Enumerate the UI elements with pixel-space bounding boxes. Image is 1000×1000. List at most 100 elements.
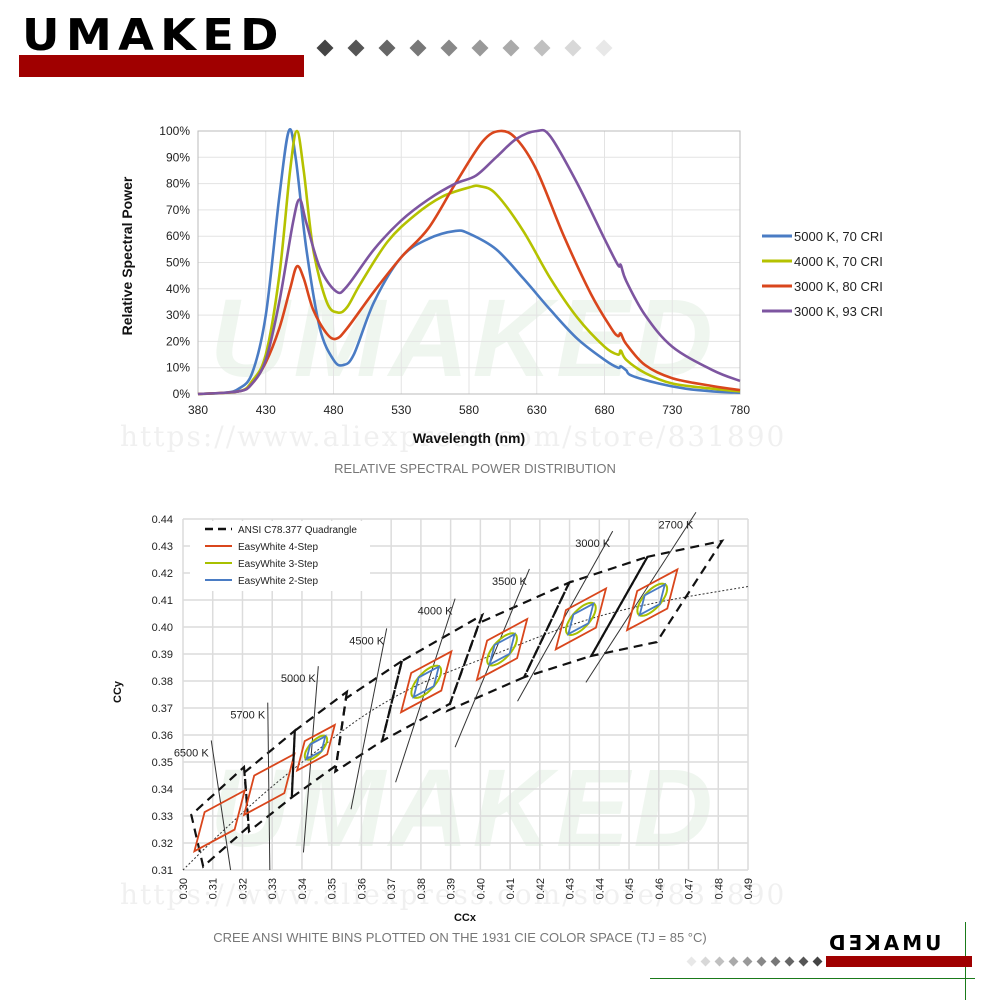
- cie-xtick-label: 0.32: [237, 878, 249, 899]
- easywhite-2step-bin: [412, 664, 441, 699]
- footer-logo-mirrored: UMAKED: [826, 931, 942, 955]
- spd-caption: RELATIVE SPECTRAL POWER DISTRIBUTION: [334, 461, 616, 476]
- cct-label: 4000 K: [418, 606, 454, 618]
- spd-xtick-label: 480: [323, 403, 343, 417]
- cie-xtick-label: 0.48: [713, 878, 725, 899]
- spd-xtick-label: 780: [730, 403, 750, 417]
- cct-line: [267, 702, 271, 871]
- cie-ytick-label: 0.35: [152, 757, 173, 769]
- spd-ytick-label: 100%: [159, 124, 190, 138]
- cct-label: 4500 K: [349, 635, 385, 647]
- easywhite-4step-bin: [193, 788, 247, 853]
- cie-xtick-label: 0.33: [267, 878, 279, 899]
- spd-legend-label: 3000 K, 93 CRI: [794, 304, 883, 319]
- spd-series-line: [197, 129, 741, 396]
- cie-xtick-label: 0.35: [327, 878, 339, 899]
- cie-ytick-label: 0.32: [152, 838, 173, 850]
- ansi-quadrangle: [190, 764, 250, 869]
- spd-ytick-label: 10%: [166, 361, 190, 375]
- cie-ytick-label: 0.44: [152, 514, 173, 526]
- spd-series-line: [197, 129, 741, 396]
- cie-ytick-label: 0.41: [152, 595, 173, 607]
- cie-y-axis-label: CCy: [112, 680, 124, 703]
- spd-xtick-label: 430: [256, 403, 276, 417]
- cie-xtick-label: 0.38: [416, 878, 428, 899]
- cct-line: [350, 628, 388, 810]
- cct-label: 2700 K: [659, 519, 695, 531]
- cie-ytick-label: 0.36: [152, 730, 173, 742]
- spd-ytick-label: 70%: [166, 203, 190, 217]
- brand-logo-text: UMAKED: [22, 10, 285, 61]
- cie-xtick-label: 0.40: [475, 878, 487, 899]
- easywhite-4step-bin: [625, 567, 679, 632]
- spd-ytick-label: 30%: [166, 308, 190, 322]
- spd-legend-label: 5000 K, 70 CRI: [794, 229, 883, 244]
- cie-xtick-label: 0.37: [386, 878, 398, 899]
- cie-caption: CREE ANSI WHITE BINS PLOTTED ON THE 1931…: [213, 930, 707, 945]
- easywhite-4step-bin: [399, 649, 453, 714]
- cie-ytick-label: 0.43: [152, 541, 173, 553]
- cie-legend-label: EasyWhite 3-Step: [238, 559, 318, 570]
- cie-ytick-label: 0.38: [152, 676, 173, 688]
- spd-xtick-label: 730: [662, 403, 682, 417]
- spd-xtick-label: 530: [391, 403, 411, 417]
- easywhite-3step-bin: [636, 582, 669, 617]
- spd-series-line: [197, 128, 741, 396]
- cie-xtick-label: 0.41: [505, 878, 517, 899]
- easywhite-4step-bin: [475, 617, 529, 682]
- easywhite-2step-bin: [566, 601, 595, 636]
- ansi-quadrangle: [445, 580, 572, 713]
- cie-xtick-label: 0.36: [356, 878, 368, 899]
- cie-ytick-label: 0.42: [152, 568, 173, 580]
- cct-label: 3000 K: [575, 538, 611, 550]
- spd-xtick-label: 630: [527, 403, 547, 417]
- cie-xtick-label: 0.49: [743, 878, 755, 899]
- cie-ytick-label: 0.40: [152, 622, 173, 634]
- spd-ytick-label: 40%: [166, 282, 190, 296]
- cie-xtick-label: 0.43: [565, 878, 577, 899]
- ansi-quadrangle: [333, 658, 404, 774]
- cie-legend-label: EasyWhite 4-Step: [238, 542, 318, 553]
- watermark-url-2: https://www.aliexpress.com/store/831890: [120, 878, 787, 911]
- easywhite-2step-bin: [638, 582, 667, 617]
- spd-ytick-label: 60%: [166, 229, 190, 243]
- ansi-quadrangle: [589, 539, 725, 658]
- cie-xtick-label: 0.45: [624, 878, 636, 899]
- cie-xtick-label: 0.44: [594, 878, 606, 899]
- spd-xtick-label: 580: [459, 403, 479, 417]
- cie-xtick-label: 0.34: [297, 878, 309, 899]
- spd-xtick-label: 380: [188, 403, 208, 417]
- cct-label: 6500 K: [174, 747, 210, 759]
- easywhite-3step-bin: [486, 632, 518, 667]
- spd-legend-label: 3000 K, 80 CRI: [794, 279, 883, 294]
- spd-x-axis-label: Wavelength (nm): [413, 430, 525, 446]
- cie-xtick-label: 0.42: [535, 878, 547, 899]
- cct-line: [585, 511, 697, 683]
- easywhite-2step-bin: [488, 632, 516, 667]
- watermark-logo: UMAKED: [210, 277, 717, 400]
- spd-ytick-label: 50%: [166, 256, 190, 270]
- cct-line: [210, 740, 232, 871]
- cie-ytick-label: 0.37: [152, 703, 173, 715]
- cie-xtick-label: 0.47: [684, 878, 696, 899]
- cie-xtick-label: 0.39: [446, 878, 458, 899]
- brand-logo-bar: [19, 55, 304, 77]
- spd-plot-frame: [197, 130, 741, 395]
- footer-divider-line: [650, 978, 975, 979]
- cie-ytick-label: 0.34: [152, 784, 173, 796]
- easywhite-3step-bin: [410, 664, 443, 699]
- cct-line: [454, 568, 530, 748]
- cie-x-axis-label: CCx: [454, 912, 477, 924]
- spd-legend-label: 4000 K, 70 CRI: [794, 254, 883, 269]
- cct-label: 5000 K: [281, 673, 317, 685]
- spd-series-line: [197, 128, 741, 396]
- cct-label: 3500 K: [492, 576, 528, 588]
- footer-logo-bar: [826, 956, 972, 967]
- cie-ytick-label: 0.39: [152, 649, 173, 661]
- spd-xtick-label: 680: [594, 403, 614, 417]
- cie-xtick-label: 0.46: [654, 878, 666, 899]
- easywhite-3step-bin: [303, 734, 329, 761]
- spd-ytick-label: 80%: [166, 177, 190, 191]
- ansi-quadrangle: [243, 728, 297, 834]
